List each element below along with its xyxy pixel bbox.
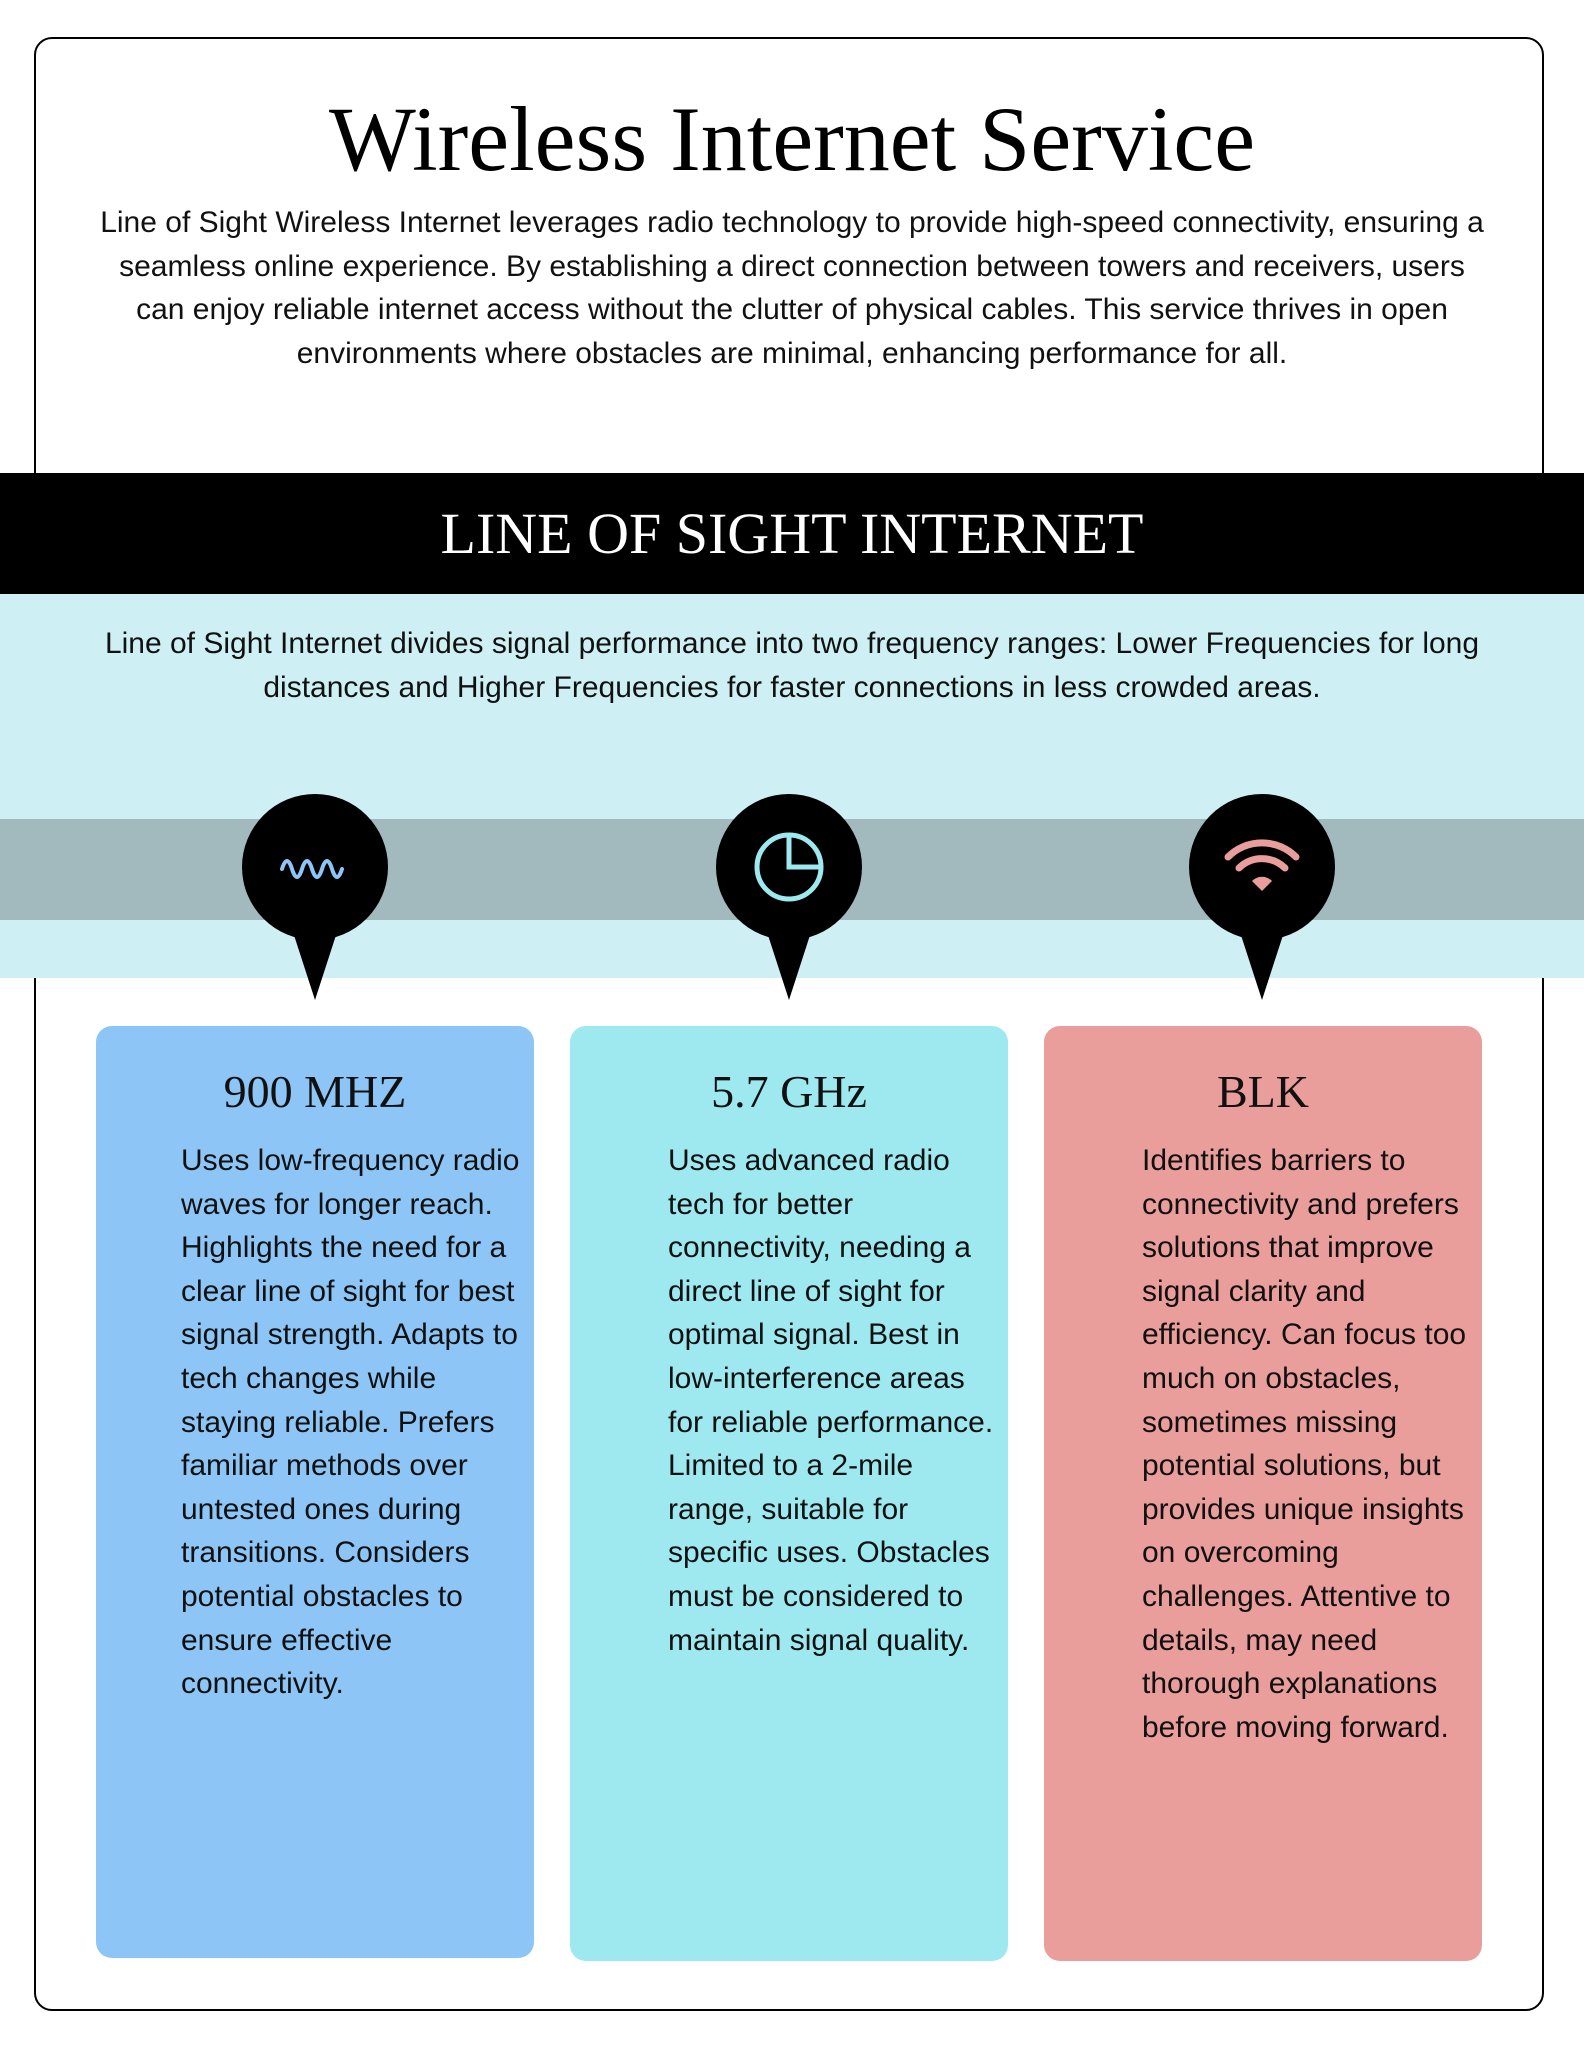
pin-marker-1 — [242, 794, 388, 1000]
section-title: LINE OF SIGHT INTERNET — [440, 501, 1144, 566]
card-900-mhz: 900 MHZ Uses low-frequency radio waves f… — [96, 1026, 534, 1958]
card-body: Uses low-frequency radio waves for longe… — [181, 1144, 520, 1701]
card-title: 5.7 GHz — [711, 1066, 867, 1117]
card-title: BLK — [1217, 1066, 1309, 1117]
section-header-bar — [0, 473, 1584, 594]
card-body: Identifies barriers to connectivity and … — [1142, 1144, 1467, 1744]
page-frame — [34, 37, 1544, 2011]
intro-paragraph: Line of Sight Wireless Internet leverage… — [100, 206, 1484, 370]
section-description: Line of Sight Internet divides signal pe… — [104, 627, 1480, 704]
pin-marker-3 — [1189, 794, 1335, 1000]
card-blk: BLK Identifies barriers to connectivity … — [1044, 1026, 1482, 1961]
card-5-7-ghz: 5.7 GHz Uses advanced radio tech for bet… — [570, 1026, 1008, 1961]
wifi-icon — [1189, 794, 1335, 1000]
pie-chart-icon — [716, 794, 862, 1000]
page-title: Wireless Internet Service — [328, 88, 1256, 190]
card-title: 900 MHZ — [223, 1066, 407, 1117]
card-body: Uses advanced radio tech for better conn… — [668, 1144, 994, 1657]
pin-marker-2 — [716, 794, 862, 1000]
wave-icon — [242, 794, 388, 1000]
